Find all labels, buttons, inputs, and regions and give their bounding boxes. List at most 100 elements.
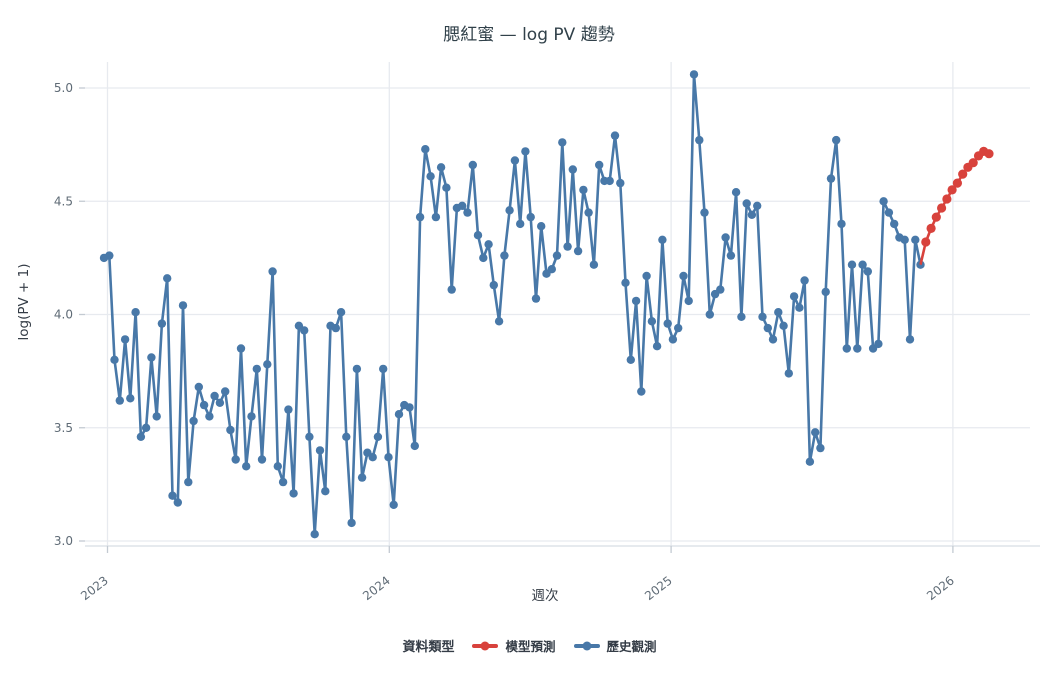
history-point[interactable] bbox=[700, 208, 709, 217]
history-point[interactable] bbox=[115, 396, 125, 405]
history-point[interactable] bbox=[816, 443, 825, 453]
history-point[interactable] bbox=[826, 174, 836, 183]
history-point[interactable] bbox=[684, 296, 693, 306]
history-point[interactable] bbox=[842, 344, 851, 353]
history-point[interactable] bbox=[573, 246, 583, 256]
forecast-point[interactable] bbox=[926, 223, 936, 233]
history-point[interactable] bbox=[637, 387, 646, 396]
history-point[interactable] bbox=[695, 135, 704, 145]
history-point[interactable] bbox=[589, 260, 599, 269]
history-point[interactable] bbox=[389, 500, 398, 509]
history-point[interactable] bbox=[847, 260, 857, 269]
history-point[interactable] bbox=[631, 296, 641, 306]
history-point[interactable] bbox=[120, 335, 130, 344]
history-point[interactable] bbox=[537, 222, 546, 231]
history-point[interactable] bbox=[405, 403, 414, 412]
history-point[interactable] bbox=[384, 453, 393, 462]
history-point[interactable] bbox=[505, 206, 514, 215]
history-point[interactable] bbox=[879, 197, 888, 206]
history-point[interactable] bbox=[163, 274, 172, 283]
history-point[interactable] bbox=[679, 271, 688, 281]
history-point[interactable] bbox=[610, 131, 620, 140]
history-point[interactable] bbox=[663, 319, 672, 328]
history-point[interactable] bbox=[284, 405, 293, 414]
history-point[interactable] bbox=[853, 344, 862, 353]
history-point[interactable] bbox=[321, 487, 330, 496]
history-point[interactable] bbox=[779, 321, 788, 330]
history-point[interactable] bbox=[226, 425, 235, 435]
history-point[interactable] bbox=[837, 219, 846, 229]
history-point[interactable] bbox=[795, 303, 804, 312]
history-point[interactable] bbox=[336, 308, 346, 317]
history-point[interactable] bbox=[832, 135, 841, 145]
history-point[interactable] bbox=[821, 287, 830, 297]
history-point[interactable] bbox=[126, 394, 135, 403]
history-point[interactable] bbox=[516, 219, 525, 229]
history-point[interactable] bbox=[558, 138, 567, 147]
history-point[interactable] bbox=[379, 364, 388, 374]
history-point[interactable] bbox=[442, 183, 451, 192]
history-point[interactable] bbox=[136, 432, 146, 441]
history-point[interactable] bbox=[157, 319, 167, 328]
history-point[interactable] bbox=[595, 160, 604, 170]
history-point[interactable] bbox=[357, 473, 367, 482]
history-point[interactable] bbox=[268, 267, 277, 276]
forecast-point[interactable] bbox=[931, 212, 941, 222]
history-point[interactable] bbox=[352, 364, 362, 374]
history-point[interactable] bbox=[705, 310, 714, 319]
history-point[interactable] bbox=[373, 432, 383, 441]
history-point[interactable] bbox=[110, 355, 119, 364]
history-point[interactable] bbox=[753, 201, 762, 210]
history-point[interactable] bbox=[473, 231, 483, 240]
history-point[interactable] bbox=[884, 208, 894, 217]
history-point[interactable] bbox=[252, 364, 261, 374]
history-point[interactable] bbox=[242, 462, 251, 471]
history-point[interactable] bbox=[526, 212, 535, 222]
history-point[interactable] bbox=[789, 292, 799, 301]
history-point[interactable] bbox=[500, 251, 509, 260]
history-point[interactable] bbox=[689, 70, 699, 79]
history-point[interactable] bbox=[236, 344, 246, 353]
history-point[interactable] bbox=[647, 317, 657, 326]
history-point[interactable] bbox=[737, 312, 746, 321]
history-point[interactable] bbox=[221, 387, 230, 396]
history-point[interactable] bbox=[863, 267, 872, 276]
history-point[interactable] bbox=[431, 212, 441, 222]
legend-item-forecast[interactable]: 模型預測 bbox=[472, 636, 556, 655]
history-point[interactable] bbox=[215, 398, 225, 407]
history-point[interactable] bbox=[668, 335, 678, 344]
history-point[interactable] bbox=[742, 199, 751, 208]
history-point[interactable] bbox=[247, 412, 256, 421]
history-point[interactable] bbox=[563, 242, 572, 251]
forecast-point[interactable] bbox=[968, 158, 978, 168]
history-point[interactable] bbox=[147, 353, 156, 362]
history-point[interactable] bbox=[890, 219, 899, 229]
history-point[interactable] bbox=[494, 317, 504, 326]
history-point[interactable] bbox=[584, 208, 593, 217]
history-point[interactable] bbox=[800, 276, 809, 285]
history-point[interactable] bbox=[436, 163, 446, 172]
history-point[interactable] bbox=[726, 251, 736, 260]
history-point[interactable] bbox=[731, 188, 741, 197]
history-point[interactable] bbox=[784, 369, 793, 378]
history-point[interactable] bbox=[458, 201, 467, 210]
history-point[interactable] bbox=[210, 391, 219, 401]
forecast-point[interactable] bbox=[921, 237, 931, 247]
history-point[interactable] bbox=[658, 235, 667, 244]
history-point[interactable] bbox=[447, 285, 456, 294]
history-point[interactable] bbox=[331, 323, 340, 333]
history-point[interactable] bbox=[763, 323, 772, 333]
history-point[interactable] bbox=[510, 156, 520, 165]
history-point[interactable] bbox=[257, 455, 267, 464]
history-point[interactable] bbox=[231, 455, 240, 464]
forecast-point[interactable] bbox=[942, 194, 952, 204]
history-point[interactable] bbox=[194, 382, 203, 392]
history-point[interactable] bbox=[421, 145, 430, 154]
history-point[interactable] bbox=[626, 355, 635, 364]
history-point[interactable] bbox=[105, 251, 114, 260]
history-point[interactable] bbox=[616, 178, 625, 188]
history-point[interactable] bbox=[811, 428, 820, 437]
history-point[interactable] bbox=[768, 335, 778, 344]
forecast-point[interactable] bbox=[958, 169, 968, 179]
history-point[interactable] bbox=[642, 271, 651, 281]
